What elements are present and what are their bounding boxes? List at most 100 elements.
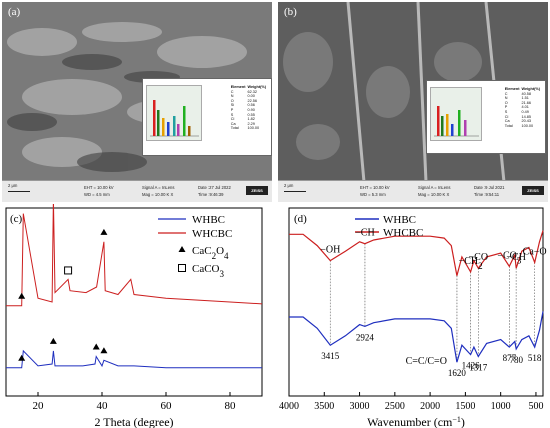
x-tick-label: 2000: [420, 401, 440, 412]
panel-label: (d): [294, 213, 307, 225]
eds-weight: 40.58: [521, 91, 532, 96]
eds-weight: 4.01: [521, 105, 529, 110]
peak-annotation: −OH: [320, 245, 340, 256]
peak-annotation: 3415: [321, 351, 340, 361]
series-line-whcbc: [289, 230, 544, 276]
panel-label-a: (a): [8, 6, 21, 18]
eds-header-weight: Weight(%): [521, 87, 541, 91]
eds-weight: 100.00: [247, 126, 260, 131]
series-line-whbc: [6, 349, 262, 369]
sem-info-bar-b: 2 μm EHT = 10.00 kV WD = 5.3 mm Signal A…: [278, 180, 548, 202]
peak-annotation: 1620: [448, 368, 467, 378]
ftir-chart: (d) 4000 3500 3000 2500 2000 1500 1000 500 Wavenu…: [279, 207, 547, 428]
legend-label: WHBC: [383, 214, 416, 226]
eds-element: S: [504, 109, 508, 114]
eds-inset-b: Element Weight(%) C 40.58 N 1.51 O 21.66 P 4.…: [426, 80, 546, 154]
eds-weight: 62.32: [247, 89, 258, 94]
eds-element: N: [230, 94, 234, 99]
peak-annotation: 1317: [469, 363, 488, 373]
legend-square-marker: [178, 264, 186, 272]
legend-label: WHBC: [192, 214, 225, 226]
eds-element: Ca: [504, 119, 510, 124]
zeiss-logo-a: ZEISS: [246, 186, 268, 195]
legend-label: WHCBC: [383, 227, 423, 239]
peak-annotation: −CO: [469, 252, 489, 263]
legend-label: CaC2O4: [192, 245, 229, 261]
peak-annotation: 2924: [356, 332, 375, 342]
sem-time-a: Time :9:46:39: [198, 192, 224, 197]
peak-marker-square: [64, 266, 73, 275]
zeiss-logo-b: ZEISS: [522, 186, 544, 195]
x-axis-label: 2 Theta (degree): [94, 415, 173, 428]
peak-marker-triangle: [49, 337, 57, 344]
eds-weight: 0.55: [247, 112, 255, 117]
sem-image-a: (a) Element Weight(%) C 62.32 N 0.00 O 22.56…: [2, 2, 272, 202]
eds-header-weight: Weight(%): [247, 85, 267, 89]
x-tick-label: 20: [33, 400, 45, 412]
x-tick-label: 3000: [350, 401, 370, 412]
x-tick-label: 3500: [314, 401, 334, 412]
eds-weight: 1.82: [247, 117, 255, 122]
plot-frame: [5, 207, 263, 397]
eds-element: Si: [230, 103, 235, 108]
eds-element: Cl: [230, 117, 235, 122]
scale-bar-b: [284, 191, 306, 192]
eds-weight: 0.49: [521, 109, 529, 114]
eds-header-element: Element: [230, 85, 246, 89]
legend-label: CaCO3: [192, 263, 225, 279]
peak-marker-triangle: [92, 343, 100, 350]
peak-marker-triangle: [18, 354, 26, 361]
sem-mag-a: Mag = 10.00 K X: [142, 192, 174, 197]
eds-element: C: [504, 91, 508, 96]
eds-table-b: Element Weight(%) C 40.58 N 1.51 O 21.66 P 4.…: [504, 87, 541, 128]
eds-weight: 0.90: [247, 107, 255, 112]
x-tick-label: 1500: [455, 401, 475, 412]
eds-element: Total: [504, 123, 513, 128]
eds-weight: 0.00: [247, 94, 255, 99]
eds-element: Cl: [504, 114, 509, 119]
x-tick-label: 80: [225, 400, 237, 412]
peak-annotation: 877: [503, 353, 517, 363]
sem-eht-a: EHT = 10.00 kV: [84, 185, 114, 190]
eds-element: N: [504, 96, 508, 101]
legend-label: WHCBC: [192, 228, 232, 240]
x-tick-label: 1000: [491, 401, 511, 412]
eds-weight: 20.43: [521, 119, 532, 124]
eds-spectrum-a: [146, 85, 202, 141]
x-tick-label: 60: [161, 400, 173, 412]
eds-header-element: Element: [504, 87, 520, 91]
x-tick-label: 4000: [279, 401, 299, 412]
eds-spectrum-b: [430, 87, 482, 141]
x-tick-label: 40: [97, 400, 109, 412]
plot-frame: [288, 207, 544, 397]
peak-marker-triangle: [100, 347, 108, 354]
peak-annotation: C=C/C=O: [406, 356, 447, 367]
x-axis-label: Wavenumber (cm−1): [367, 415, 465, 428]
eds-weight: 22.56: [247, 98, 258, 103]
eds-element: Total: [230, 126, 239, 131]
sem-wd-b: WD = 5.3 mm: [360, 192, 386, 197]
sem-eht-b: EHT = 10.00 kV: [360, 185, 390, 190]
sem-scale-a: 2 μm: [8, 183, 18, 188]
sem-wd-a: WD = 4.5 mm: [84, 192, 110, 197]
eds-element: O: [504, 100, 508, 105]
eds-element: P: [230, 107, 234, 112]
xrd-chart: (c) 20 40 60 80 2 Theta (degree) WHBC WHCBC CaC2…: [5, 204, 263, 428]
sem-image-b: (b) Element Weight(%) C 40.58 N 1.51 O 21.66…: [278, 2, 548, 202]
peak-annotation: 518: [528, 353, 542, 363]
peak-annotation: −CH: [355, 228, 375, 239]
series-line-whbc: [289, 311, 544, 363]
peak-annotation: 1426: [462, 361, 481, 371]
eds-table-a: Element Weight(%) C 62.32 N 0.00 O 22.56 Si 0…: [230, 85, 267, 131]
sem-signal-b: Signal A = InLens: [418, 185, 451, 190]
eds-element: P: [504, 105, 508, 110]
sem-info-bar-a: 2 μm EHT = 10.00 kV WD = 4.5 mm Signal A…: [2, 180, 272, 202]
sem-scale-b: 2 μm: [284, 183, 294, 188]
eds-element: S: [230, 112, 234, 117]
x-tick-label: 500: [528, 401, 543, 412]
peak-marker-triangle: [100, 228, 108, 235]
sem-date-b: Date :9 Jul 2021: [474, 185, 505, 190]
eds-weight: 0.56: [247, 103, 255, 108]
sem-date-a: Date :27 Jul 2022: [198, 185, 231, 190]
sem-mag-b: Mag = 10.00 K X: [418, 192, 450, 197]
